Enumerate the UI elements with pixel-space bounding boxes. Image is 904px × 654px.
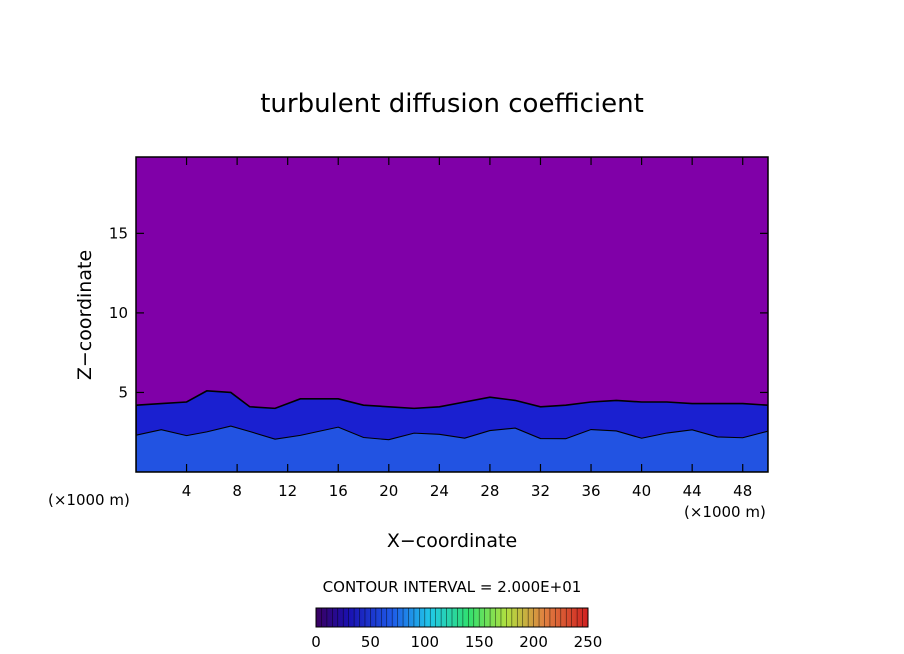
y-tick-label: 5	[118, 383, 128, 401]
colorbar-tick-label: 0	[311, 633, 321, 651]
contour-interval-label: CONTOUR INTERVAL = 2.000E+01	[323, 578, 582, 596]
x-tick-label: 8	[232, 482, 242, 500]
x-tick-label: 36	[581, 482, 600, 500]
chart-title: turbulent diffusion coefficient	[260, 89, 644, 119]
colorbar-contour-lines	[315, 608, 589, 627]
x-tick-label: 48	[733, 482, 752, 500]
x-tick-label: 28	[480, 482, 499, 500]
colorbar-tick-label: 100	[410, 633, 439, 651]
y-tick-label: 10	[109, 304, 128, 322]
plot-area	[136, 157, 768, 472]
colorbar-frame	[315, 607, 589, 628]
y-axis-ticks: 5 10 15	[109, 224, 768, 401]
y-axis-label: Z−coordinate	[74, 250, 96, 380]
x-axis-label: X−coordinate	[387, 530, 517, 552]
y-unit-label: (×1000 m)	[48, 491, 130, 509]
colorbar: 0 50 100 150 200 250	[311, 607, 602, 651]
x-tick-label: 24	[430, 482, 449, 500]
x-unit-label: (×1000 m)	[684, 503, 766, 521]
mid-level-contour	[136, 425, 768, 472]
x-tick-label: 44	[683, 482, 702, 500]
colorbar-tick-label: 150	[465, 633, 494, 651]
x-tick-label: 4	[182, 482, 192, 500]
colorbar-tick-label: 200	[519, 633, 548, 651]
x-tick-label: 20	[379, 482, 398, 500]
x-tick-label: 12	[278, 482, 297, 500]
x-tick-label: 32	[531, 482, 550, 500]
turbulent-layer	[136, 390, 768, 472]
y-tick-label: 15	[109, 224, 128, 242]
colorbar-tick-label: 50	[361, 633, 380, 651]
colorbar-tick-label: 250	[574, 633, 603, 651]
x-tick-label: 40	[632, 482, 651, 500]
colorbar-ticks: 0 50 100 150 200 250	[311, 633, 602, 651]
x-tick-label: 16	[329, 482, 348, 500]
plot-frame	[135, 156, 769, 473]
x-axis-ticks: 4 8 12 16 20 24 28 32 36 40 44 48	[182, 157, 752, 500]
